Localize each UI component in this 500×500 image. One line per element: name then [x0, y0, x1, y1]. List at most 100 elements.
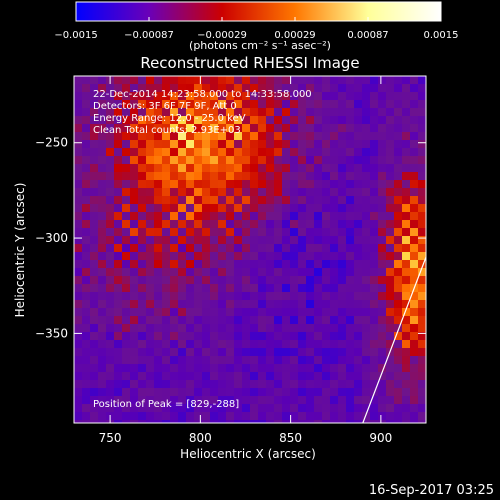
- heatmap-cell: [138, 204, 146, 212]
- heatmap-cell: [418, 148, 426, 156]
- heatmap-cell: [178, 188, 186, 196]
- heatmap-cell: [90, 212, 98, 220]
- heatmap-cell: [106, 348, 114, 356]
- heatmap-cell: [106, 244, 114, 252]
- heatmap-cell: [274, 396, 282, 404]
- heatmap-cell: [90, 372, 98, 380]
- heatmap-cell: [194, 172, 202, 180]
- heatmap-cell: [202, 92, 210, 100]
- colorbar-unit-label: (photons cm⁻² s⁻¹ asec⁻²): [189, 39, 331, 52]
- heatmap-cell: [210, 292, 218, 300]
- heatmap-cell: [130, 412, 138, 420]
- heatmap-cell: [202, 396, 210, 404]
- heatmap-cell: [378, 268, 386, 276]
- heatmap-cell: [130, 284, 138, 292]
- heatmap-cell: [226, 84, 234, 92]
- heatmap-cell: [330, 124, 338, 132]
- heatmap-cell: [274, 268, 282, 276]
- heatmap-cell: [106, 196, 114, 204]
- heatmap-cell: [218, 340, 226, 348]
- heatmap-cell: [354, 180, 362, 188]
- heatmap-cell: [378, 148, 386, 156]
- heatmap-cell: [290, 116, 298, 124]
- heatmap-cell: [346, 364, 354, 372]
- heatmap-cell: [178, 164, 186, 172]
- heatmap-cell: [210, 84, 218, 92]
- heatmap-cell: [74, 220, 82, 228]
- heatmap-cell: [402, 404, 410, 412]
- heatmap-cell: [242, 244, 250, 252]
- heatmap-cell: [98, 156, 106, 164]
- heatmap-cell: [330, 196, 338, 204]
- heatmap-cell: [226, 372, 234, 380]
- heatmap-cell: [90, 148, 98, 156]
- heatmap-cell: [322, 364, 330, 372]
- heatmap-cell: [274, 412, 282, 420]
- heatmap-cell: [218, 292, 226, 300]
- heatmap-cell: [122, 180, 130, 188]
- heatmap-cell: [250, 388, 258, 396]
- heatmap-cell: [154, 284, 162, 292]
- heatmap-cell: [306, 364, 314, 372]
- heatmap-cell: [106, 172, 114, 180]
- heatmap-cell: [146, 412, 154, 420]
- heatmap-cell: [250, 284, 258, 292]
- heatmap-cell: [194, 220, 202, 228]
- heatmap-cell: [74, 396, 82, 404]
- heatmap-cell: [362, 84, 370, 92]
- heatmap-cell: [418, 116, 426, 124]
- heatmap-cell: [306, 276, 314, 284]
- heatmap-cell: [210, 404, 218, 412]
- heatmap-cell: [114, 372, 122, 380]
- heatmap-cell: [226, 316, 234, 324]
- heatmap-cell: [130, 340, 138, 348]
- heatmap-cell: [242, 380, 250, 388]
- heatmap-cell: [386, 316, 394, 324]
- heatmap-cell: [162, 260, 170, 268]
- heatmap-cell: [114, 196, 122, 204]
- heatmap-cell: [338, 100, 346, 108]
- heatmap-cell: [338, 124, 346, 132]
- heatmap-cell: [234, 332, 242, 340]
- heatmap-cell: [170, 308, 178, 316]
- heatmap-cell: [354, 412, 362, 420]
- heatmap-cell: [130, 244, 138, 252]
- heatmap-cell: [282, 188, 290, 196]
- heatmap-cell: [418, 260, 426, 268]
- heatmap-cell: [234, 228, 242, 236]
- heatmap-cell: [162, 308, 170, 316]
- heatmap-cell: [282, 356, 290, 364]
- heatmap-cell: [346, 228, 354, 236]
- heatmap-cell: [218, 332, 226, 340]
- heatmap-cell: [370, 276, 378, 284]
- heatmap-cell: [282, 404, 290, 412]
- heatmap-cell: [146, 172, 154, 180]
- heatmap-cell: [130, 100, 138, 108]
- heatmap-cell: [194, 228, 202, 236]
- heatmap-cell: [266, 180, 274, 188]
- heatmap-cell: [330, 284, 338, 292]
- heatmap-cell: [98, 100, 106, 108]
- heatmap-cell: [226, 292, 234, 300]
- heatmap-cell: [290, 300, 298, 308]
- heatmap-cell: [354, 164, 362, 172]
- heatmap-cell: [218, 116, 226, 124]
- heatmap-cell: [266, 372, 274, 380]
- heatmap-cell: [410, 220, 418, 228]
- heatmap-cell: [306, 316, 314, 324]
- heatmap-cell: [338, 84, 346, 92]
- heatmap-cell: [250, 356, 258, 364]
- heatmap-cell: [410, 348, 418, 356]
- heatmap-cell: [402, 372, 410, 380]
- heatmap-cell: [322, 292, 330, 300]
- heatmap-cell: [370, 188, 378, 196]
- heatmap-cell: [266, 236, 274, 244]
- heatmap-cell: [402, 292, 410, 300]
- heatmap-cell: [338, 412, 346, 420]
- heatmap-cell: [410, 172, 418, 180]
- heatmap-cell: [378, 212, 386, 220]
- heatmap-cell: [394, 404, 402, 412]
- heatmap-cell: [290, 212, 298, 220]
- heatmap-cell: [378, 260, 386, 268]
- heatmap-cell: [138, 316, 146, 324]
